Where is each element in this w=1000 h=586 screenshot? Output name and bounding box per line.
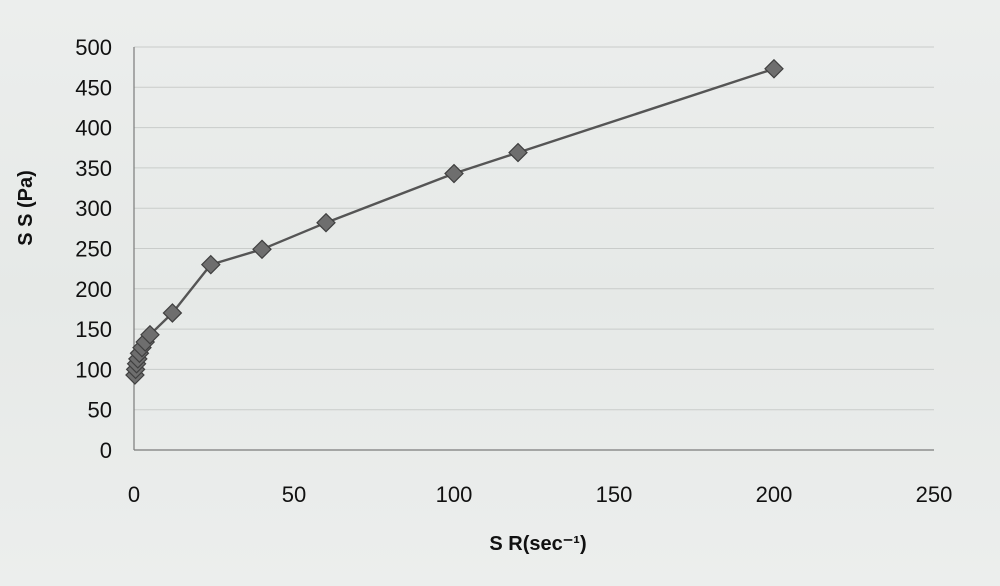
x-tick-label: 0	[128, 482, 140, 507]
y-tick-label: 150	[75, 317, 112, 342]
x-tick-label: 100	[436, 482, 473, 507]
y-axis-tick-labels: 0 50 100 150 200 250 300 350 400 450 500	[75, 35, 112, 463]
y-axis-title: S S (Pa)	[15, 170, 37, 246]
data-point-marker	[508, 142, 528, 163]
data-point-marker	[444, 163, 464, 184]
x-tick-label: 250	[916, 482, 953, 507]
data-point-marker	[162, 303, 183, 323]
x-tick-label: 150	[596, 482, 633, 507]
y-tick-label: 50	[88, 398, 112, 423]
x-axis-tick-labels: 0 50 100 150 200 250	[128, 482, 952, 507]
x-tick-label: 50	[282, 482, 306, 507]
data-point-marker	[764, 58, 784, 79]
y-tick-label: 200	[75, 277, 112, 302]
y-tick-label: 350	[75, 156, 112, 181]
y-tick-label: 100	[75, 357, 112, 382]
y-tick-label: 250	[75, 237, 112, 262]
y-tick-label: 300	[75, 196, 112, 221]
data-point-marker	[140, 324, 160, 345]
data-point-marker	[200, 254, 221, 275]
y-tick-label: 400	[75, 116, 112, 141]
y-tick-label: 500	[75, 35, 112, 60]
data-series	[125, 58, 784, 385]
y-tick-label: 0	[100, 438, 112, 463]
data-point-marker	[316, 212, 336, 233]
x-tick-label: 200	[756, 482, 793, 507]
x-axis-title: S R(sec⁻¹)	[489, 533, 586, 555]
gridlines	[134, 46, 934, 411]
data-point-marker	[252, 239, 272, 260]
y-tick-label: 450	[75, 75, 112, 100]
